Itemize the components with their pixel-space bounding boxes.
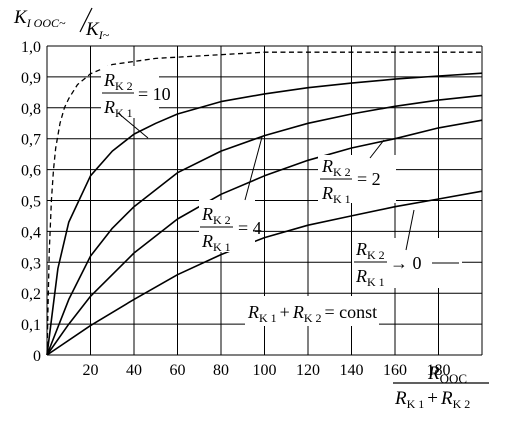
y-tick-label: 0,1 xyxy=(21,317,41,334)
x-tick-label: 60 xyxy=(170,362,186,379)
y-tick-label: 0,6 xyxy=(21,163,41,180)
svg-text:RK 2: RK 2 xyxy=(201,204,231,227)
svg-text:RK 1: RK 1 xyxy=(103,97,133,120)
tick-labels: 0 0,1 0,2 0,3 0,4 0,5 0,6 0,7 0,8 0,9 1,0 20 40 60 80 1… xyxy=(21,39,451,379)
svg-text:= 2: = 2 xyxy=(357,169,381,189)
y-tick-label: 0,3 xyxy=(21,255,41,272)
annotation-const: RK 1 + RK 2 = const xyxy=(245,296,379,326)
y-tick-label: 0,8 xyxy=(21,101,41,118)
x-axis-title-numerator: ROOC xyxy=(427,363,467,386)
annotation-ratio-0: RK 2 RK 1 → 0 xyxy=(352,209,462,289)
svg-text:= 4: = 4 xyxy=(238,218,262,238)
series-dashed xyxy=(46,51,482,356)
svg-text:RK 2: RK 2 xyxy=(355,239,385,262)
y-tick-label: 0,7 xyxy=(21,132,41,149)
annotation-ratio-2: RK 2 RK 1 = 2 xyxy=(318,139,396,206)
x-tick-label: 100 xyxy=(253,362,277,379)
y-tick-label: 1,0 xyxy=(21,39,41,56)
series-ratio-0 xyxy=(46,190,483,356)
y-tick-label: 0,4 xyxy=(21,224,41,241)
annotation-ratio-10: RK 2 RK 1 = 10 xyxy=(101,66,171,139)
x-axis-title-denominator: RK 1 + RK 2 xyxy=(394,388,470,411)
y-tick-label: 0 xyxy=(33,348,41,365)
x-tick-label: 20 xyxy=(83,362,99,379)
curves xyxy=(46,51,483,356)
svg-text:→ 0: → 0 xyxy=(390,253,422,273)
y-axis-title-divisor: KI~ xyxy=(85,19,110,42)
svg-text:RK 1+RK 2= const: RK 1 + RK 2 = const xyxy=(247,302,377,325)
x-tick-label: 40 xyxy=(126,362,142,379)
svg-text:RK 2: RK 2 xyxy=(321,156,351,179)
series-ratio-4 xyxy=(46,94,483,356)
svg-text:RK 2: RK 2 xyxy=(103,70,133,93)
series-ratio-10 xyxy=(46,72,483,356)
y-tick-label: 0,5 xyxy=(21,194,41,211)
svg-text:RK 1: RK 1 xyxy=(321,183,351,206)
y-axis-title: KI OOC~ xyxy=(13,7,66,30)
x-tick-label: 180 xyxy=(427,362,451,379)
x-tick-label: 80 xyxy=(213,362,229,379)
annotation-ratio-4: RK 2 RK 1 = 4 xyxy=(199,136,263,254)
x-tick-label: 120 xyxy=(296,362,320,379)
series-ratio-2 xyxy=(46,119,483,356)
svg-text:RK 1: RK 1 xyxy=(355,266,385,289)
svg-text:RK 1: RK 1 xyxy=(201,231,231,254)
svg-text:= 10: = 10 xyxy=(138,84,171,104)
x-tick-label: 140 xyxy=(340,362,364,379)
y-tick-label: 0,9 xyxy=(21,70,41,87)
y-axis-title-slash xyxy=(79,7,93,33)
y-tick-label: 0,2 xyxy=(21,286,41,303)
x-tick-label: 160 xyxy=(383,362,407,379)
